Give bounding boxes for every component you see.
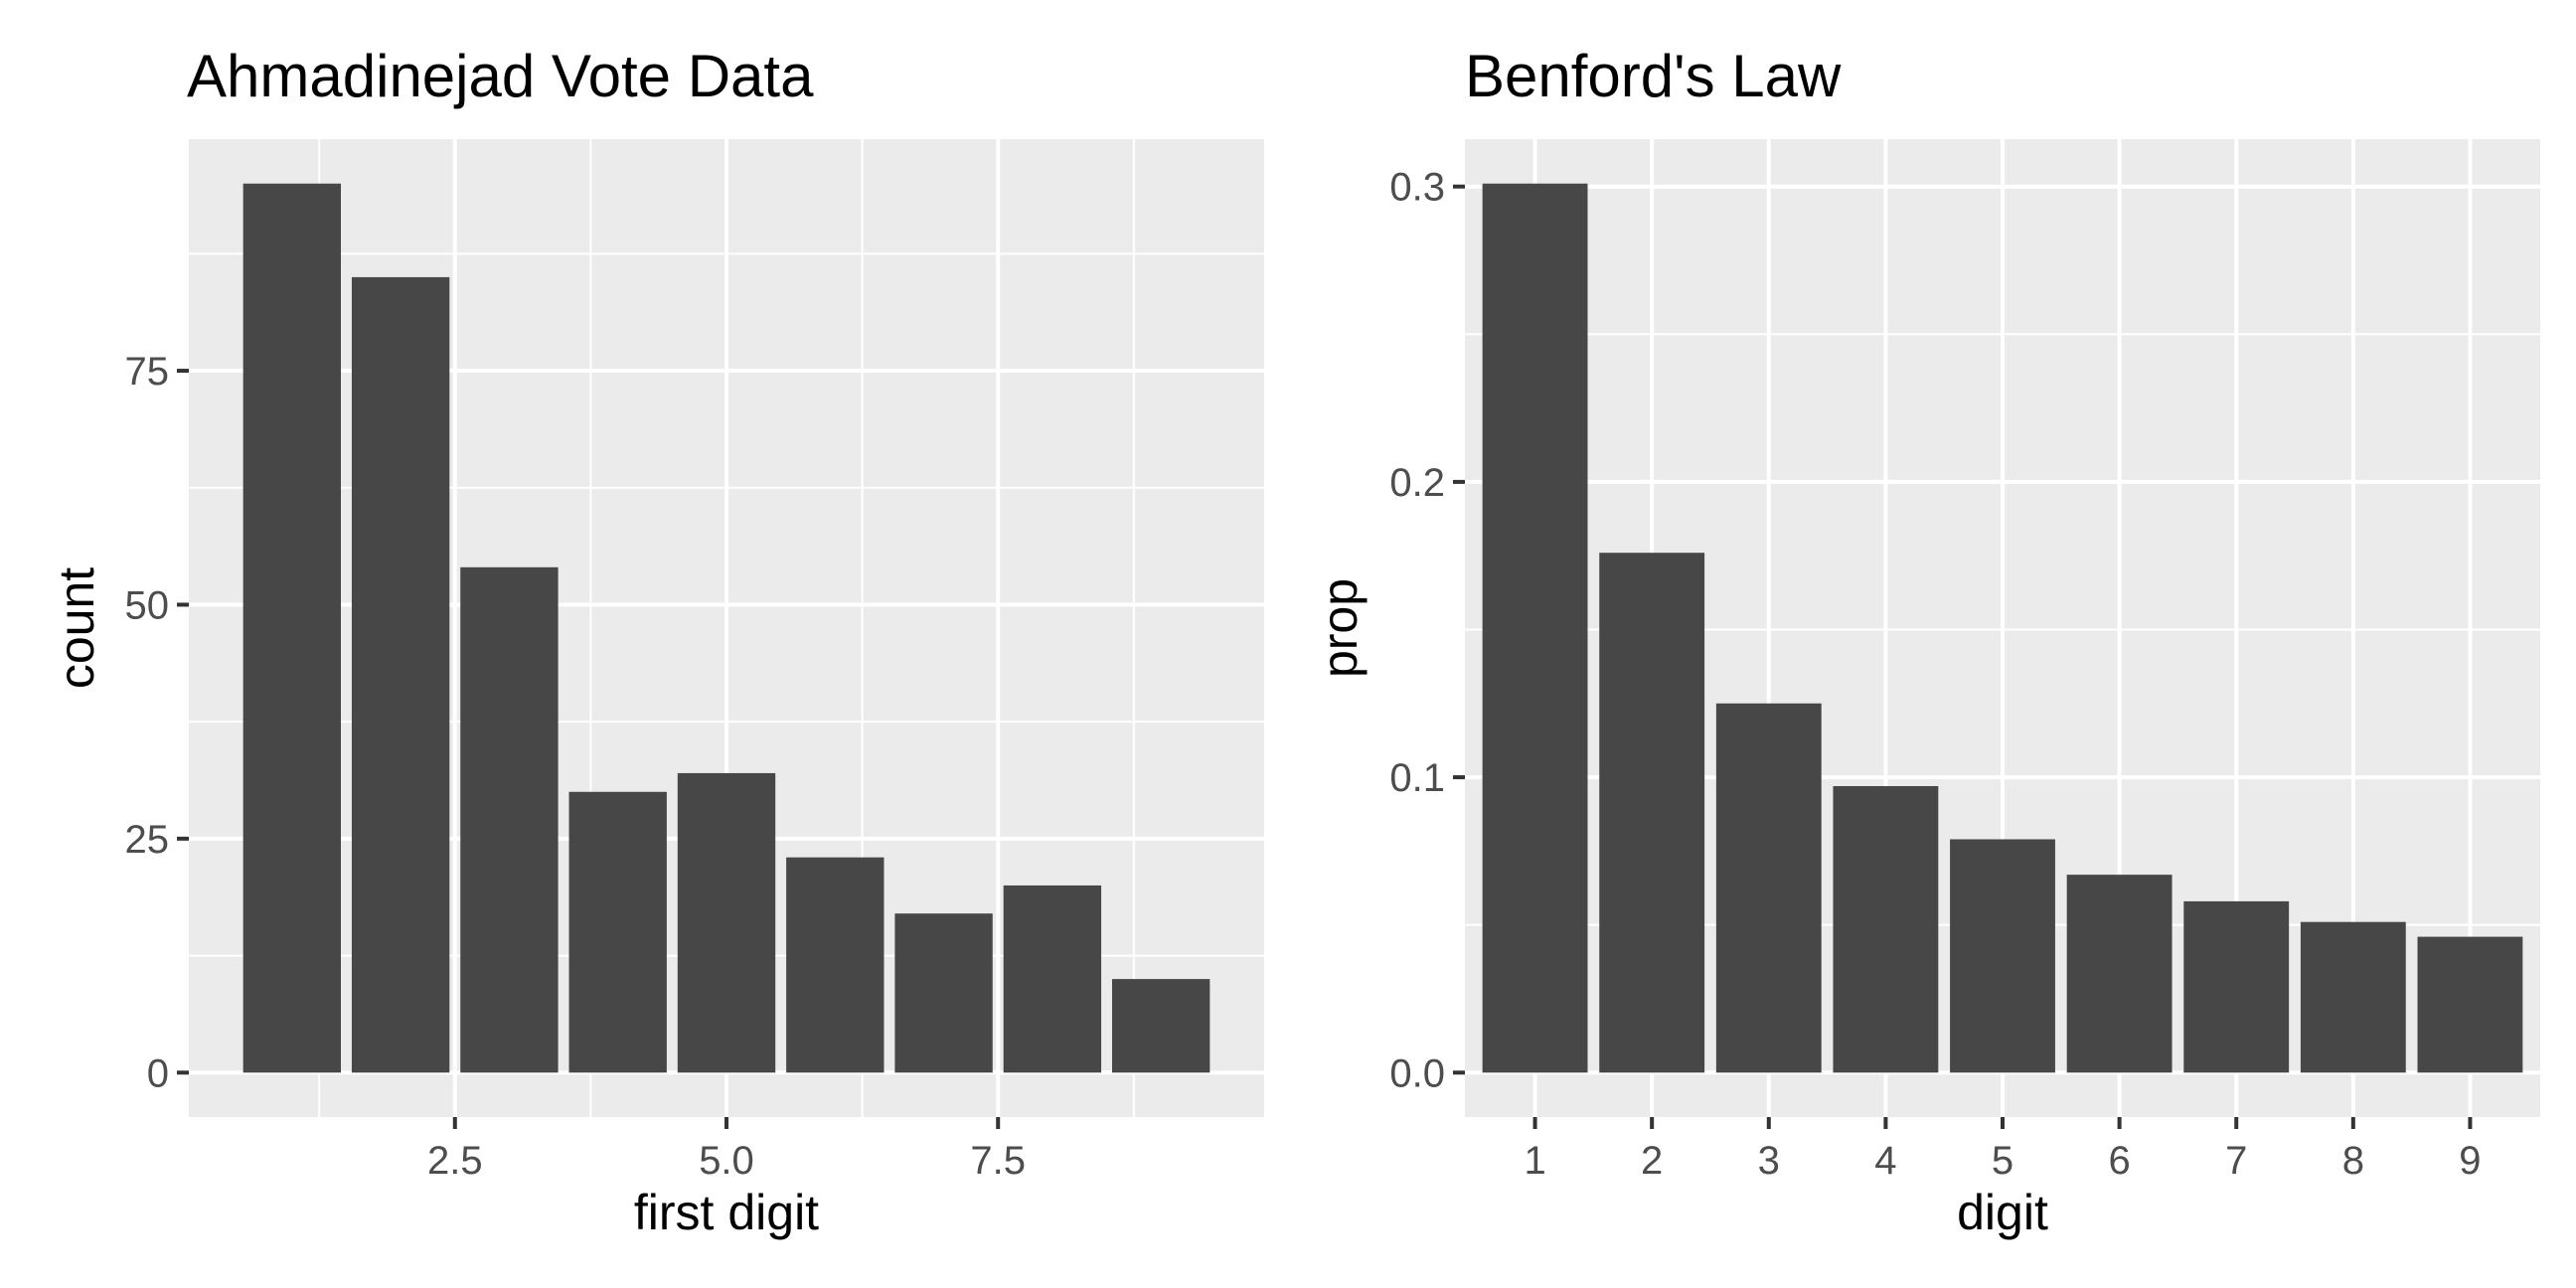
benford-x-tick-label: 1	[1524, 1139, 1545, 1183]
benford-x-tick-label: 7	[2225, 1139, 2247, 1183]
benford-y-tick-label: 0.0	[1389, 1051, 1445, 1095]
benford-bar	[2066, 875, 2173, 1073]
benford-x-tick-label: 2	[1641, 1139, 1663, 1183]
benford-bar	[1833, 785, 1939, 1073]
ahmadinejad-x-tick-label: 7.5	[970, 1139, 1026, 1183]
ahmadinejad-y-axis-title: count	[49, 567, 104, 689]
ahmadinejad-x-tick-label: 5.0	[699, 1139, 754, 1183]
benford-x-tick-label: 3	[1758, 1139, 1780, 1183]
ahmadinejad-bar	[786, 857, 885, 1073]
ahmadinejad-bar	[894, 913, 993, 1073]
ahmadinejad-x-axis-title: first digit	[634, 1185, 819, 1240]
ahmadinejad-bar	[351, 276, 450, 1073]
benford-bar	[2300, 921, 2406, 1073]
benford-y-axis-title: prop	[1312, 578, 1368, 678]
benford-title: Benford's Law	[1465, 43, 1842, 109]
ahmadinejad-bar	[242, 183, 342, 1073]
benford-bar	[2417, 936, 2523, 1073]
benford-x-tick-label: 4	[1874, 1139, 1896, 1183]
ahmadinejad-x-tick-label: 2.5	[427, 1139, 483, 1183]
benford-x-axis-title: digit	[1957, 1185, 2048, 1240]
ahmadinejad-y-tick-label: 25	[125, 818, 170, 862]
benford-x-tick-label: 8	[2342, 1139, 2364, 1183]
benford-bar	[1715, 703, 1822, 1073]
benford-x-tick-label: 6	[2108, 1139, 2130, 1183]
benford-bar	[1482, 183, 1588, 1073]
ahmadinejad-bar	[1003, 885, 1102, 1073]
benford-chart: 0.0 0.1 0.2 0.3 1 2 3 4 5 6 7 8 9 Benford's Law digit p…	[1312, 43, 2540, 1240]
benford-y-tick-label: 0.2	[1389, 461, 1445, 505]
ahmadinejad-title: Ahmadinejad Vote Data	[187, 43, 814, 109]
ahmadinejad-chart: 0 25 50 75 2.5 5.0 7.5 Ahmadinejad Vote Data fir…	[49, 43, 1264, 1240]
benford-bar	[1599, 553, 1705, 1073]
ahmadinejad-y-tick-label: 75	[125, 350, 170, 394]
ahmadinejad-bar	[568, 791, 667, 1073]
benford-x-tick-label: 9	[2459, 1139, 2481, 1183]
benford-x-tick-label: 5	[1992, 1139, 2013, 1183]
benford-y-tick-label: 0.3	[1389, 166, 1445, 210]
benford-bar	[2183, 900, 2290, 1073]
ahmadinejad-bar	[677, 772, 776, 1073]
ahmadinejad-y-tick-label: 50	[125, 583, 170, 627]
benford-bar	[1950, 839, 2055, 1073]
ahmadinejad-bar	[460, 566, 559, 1073]
ahmadinejad-y-tick-label: 0	[147, 1051, 169, 1095]
benford-y-tick-label: 0.1	[1389, 756, 1445, 800]
ahmadinejad-bar	[1111, 979, 1210, 1073]
